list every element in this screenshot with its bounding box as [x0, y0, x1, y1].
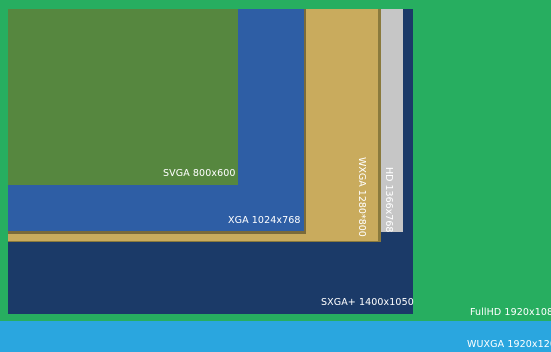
sxga-label: SXGA+ 1400x1050	[321, 297, 414, 308]
xga-label: XGA 1024x768	[228, 215, 301, 226]
svga-label: SVGA 800x600	[163, 168, 236, 179]
hd-label: HD 1366x768	[383, 167, 394, 233]
wxga-label: WXGA 1280*800	[356, 157, 367, 237]
fullhd-label: FullHD 1920x108	[470, 307, 551, 318]
svga-rectangle	[8, 9, 238, 185]
wuxga-label: WUXGA 1920x120	[467, 339, 551, 350]
